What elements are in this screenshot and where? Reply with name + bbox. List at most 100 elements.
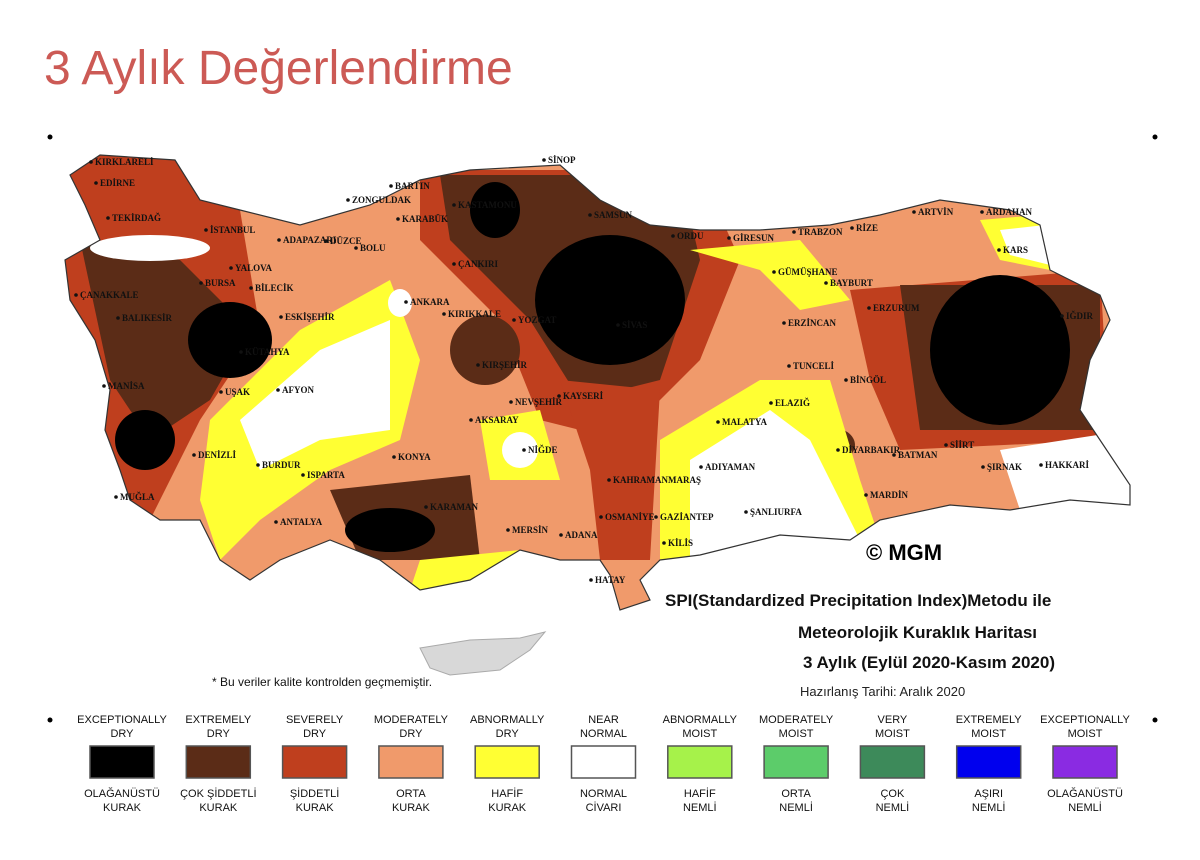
city-label: SİİRT	[950, 440, 974, 450]
legend-label: ÇOK ŞİDDETLİ	[180, 787, 256, 800]
legend-label: KURAK	[392, 802, 431, 814]
city-dot	[912, 210, 916, 214]
drought-map	[65, 155, 1130, 610]
city-dot	[404, 300, 408, 304]
city-dot	[249, 286, 253, 290]
city-label: ARDAHAN	[986, 207, 1032, 217]
legend-label: NEMLİ	[779, 801, 813, 814]
city-label: ZONGULDAK	[352, 195, 411, 205]
map-caption: Meteorolojik Kuraklık Haritası	[798, 623, 1037, 642]
city-label: NİĞDE	[528, 445, 558, 455]
legend-label: OLAĞANÜSTÜ	[84, 787, 160, 800]
city-dot	[662, 541, 666, 545]
legend-label: HAFİF	[491, 787, 523, 800]
city-label: BURDUR	[262, 460, 301, 470]
city-label: ESKİŞEHİR	[285, 312, 335, 322]
city-label: HAKKARİ	[1045, 460, 1090, 470]
legend-swatch	[281, 745, 348, 779]
city-label: MANİSA	[108, 381, 145, 391]
legend-label: ORTA	[396, 788, 426, 800]
city-dot	[239, 350, 243, 354]
city-label: MARDİN	[870, 490, 908, 500]
city-label: KIRKLARELİ	[95, 157, 154, 167]
city-dot	[424, 505, 428, 509]
legend: EXCEPTIONALLY DRY OLAĞANÜSTÜ KURAK EXTREMELY…	[77, 714, 1130, 814]
city-label: RİZE	[856, 223, 878, 233]
city-label: ADIYAMAN	[705, 462, 756, 472]
city-dot	[588, 213, 592, 217]
city-dot	[354, 246, 358, 250]
city-dot	[256, 463, 260, 467]
city-dot	[396, 217, 400, 221]
city-dot	[892, 453, 896, 457]
legend-label: EXTREMELY	[185, 714, 251, 726]
legend-label: CİVARI	[586, 801, 622, 814]
legend-label: NEAR	[588, 714, 619, 726]
legend-swatch	[89, 745, 155, 779]
city-label: KARAMAN	[430, 502, 478, 512]
city-dot	[116, 316, 120, 320]
city-dot	[727, 236, 731, 240]
legend-swatch	[474, 745, 540, 779]
legend-label: AŞIRI	[974, 788, 1003, 800]
legend-swatch	[570, 745, 637, 779]
city-label: BARTIN	[395, 181, 430, 191]
legend-label: EXTREMELY	[956, 714, 1022, 726]
city-dot	[981, 465, 985, 469]
legend-swatch	[859, 745, 926, 779]
city-dot	[997, 248, 1001, 252]
legend-label: MOIST	[682, 728, 717, 740]
city-dot	[94, 181, 98, 185]
city-label: ADAPAZARI	[283, 235, 337, 245]
legend-label: KURAK	[296, 802, 335, 814]
legend-label: MOIST	[1068, 728, 1103, 740]
city-dot	[772, 270, 776, 274]
city-dot	[867, 306, 871, 310]
city-dot	[346, 198, 350, 202]
legend-label: DRY	[110, 728, 134, 740]
city-dot	[106, 216, 110, 220]
city-dot	[557, 394, 561, 398]
city-dot	[607, 478, 611, 482]
corner-dots	[47, 134, 1158, 723]
legend-swatch	[185, 745, 252, 779]
legend-label: MOIST	[875, 728, 910, 740]
city-dot	[654, 515, 658, 519]
legend-label: KURAK	[488, 802, 527, 814]
city-label: BALIKESİR	[122, 313, 173, 323]
city-label: ERZİNCAN	[788, 318, 837, 328]
city-label: KIRIKKALE	[448, 309, 501, 319]
legend-swatch	[763, 745, 829, 779]
city-label: DÜZCE	[330, 236, 362, 246]
legend-label: KURAK	[199, 802, 238, 814]
legend-label: ORTA	[781, 788, 811, 800]
city-label: KÜTAHYA	[245, 347, 290, 357]
city-label: AKSARAY	[475, 415, 519, 425]
city-dot	[782, 321, 786, 325]
legend-label: EXCEPTIONALLY	[77, 714, 167, 726]
city-label: BURSA	[205, 278, 236, 288]
city-dot	[844, 378, 848, 382]
city-dot	[980, 210, 984, 214]
city-label: TUNCELİ	[793, 361, 835, 371]
legend-label: SEVERELY	[286, 714, 344, 726]
city-dot	[229, 266, 233, 270]
city-label: ANKARA	[410, 297, 450, 307]
city-dot	[324, 239, 328, 243]
legend-label: NEMLİ	[1068, 801, 1102, 814]
city-label: ÇANKIRI	[458, 259, 499, 269]
city-label: BAYBURT	[830, 278, 873, 288]
city-dot	[671, 234, 675, 238]
city-dot	[276, 388, 280, 392]
city-label: SİNOP	[548, 155, 576, 165]
city-dot	[824, 281, 828, 285]
data-note: * Bu veriler kalite kontrolden geçmemişt…	[212, 675, 432, 689]
city-dot	[836, 448, 840, 452]
legend-label: DRY	[399, 728, 423, 740]
city-dot	[452, 203, 456, 207]
legend-label: MOIST	[971, 728, 1006, 740]
city-label: DİYARBAKIR	[842, 445, 901, 455]
page-title: 3 Aylık Değerlendirme	[44, 42, 513, 95]
city-label: GİRESUN	[733, 233, 775, 243]
